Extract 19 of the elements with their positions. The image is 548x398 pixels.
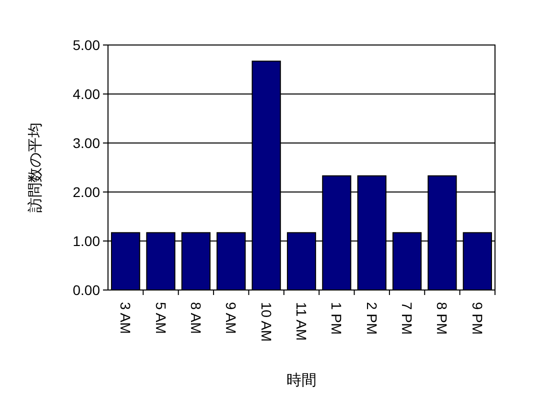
x-tick-label: 11 AM [294, 302, 310, 341]
x-tick-label: 9 PM [469, 302, 486, 335]
y-tick-label: 1.00 [72, 233, 100, 249]
y-tick-label: 0.00 [72, 282, 100, 298]
x-axis-title: 時間 [286, 372, 316, 389]
x-tick-label: 10 AM [258, 302, 274, 342]
y-tick-label: 5.00 [72, 37, 100, 53]
x-tick-label: 8 PM [434, 302, 450, 335]
x-tick-label: 9 AM [223, 302, 240, 334]
y-tick-label: 4.00 [72, 86, 100, 102]
x-tick-label: 1 PM [328, 302, 345, 335]
x-tick-label: 3 AM [118, 302, 134, 334]
y-axis-title: 訪問数の平均 [27, 122, 44, 212]
x-tick-label: 7 PM [399, 302, 416, 335]
y-tick-label: 3.00 [72, 135, 100, 151]
x-tick-label: 8 AM [188, 302, 204, 334]
x-tick-label: 5 AM [152, 302, 169, 334]
y-tick-label: 2.00 [72, 184, 100, 200]
x-tick-label: 2 PM [364, 302, 380, 335]
